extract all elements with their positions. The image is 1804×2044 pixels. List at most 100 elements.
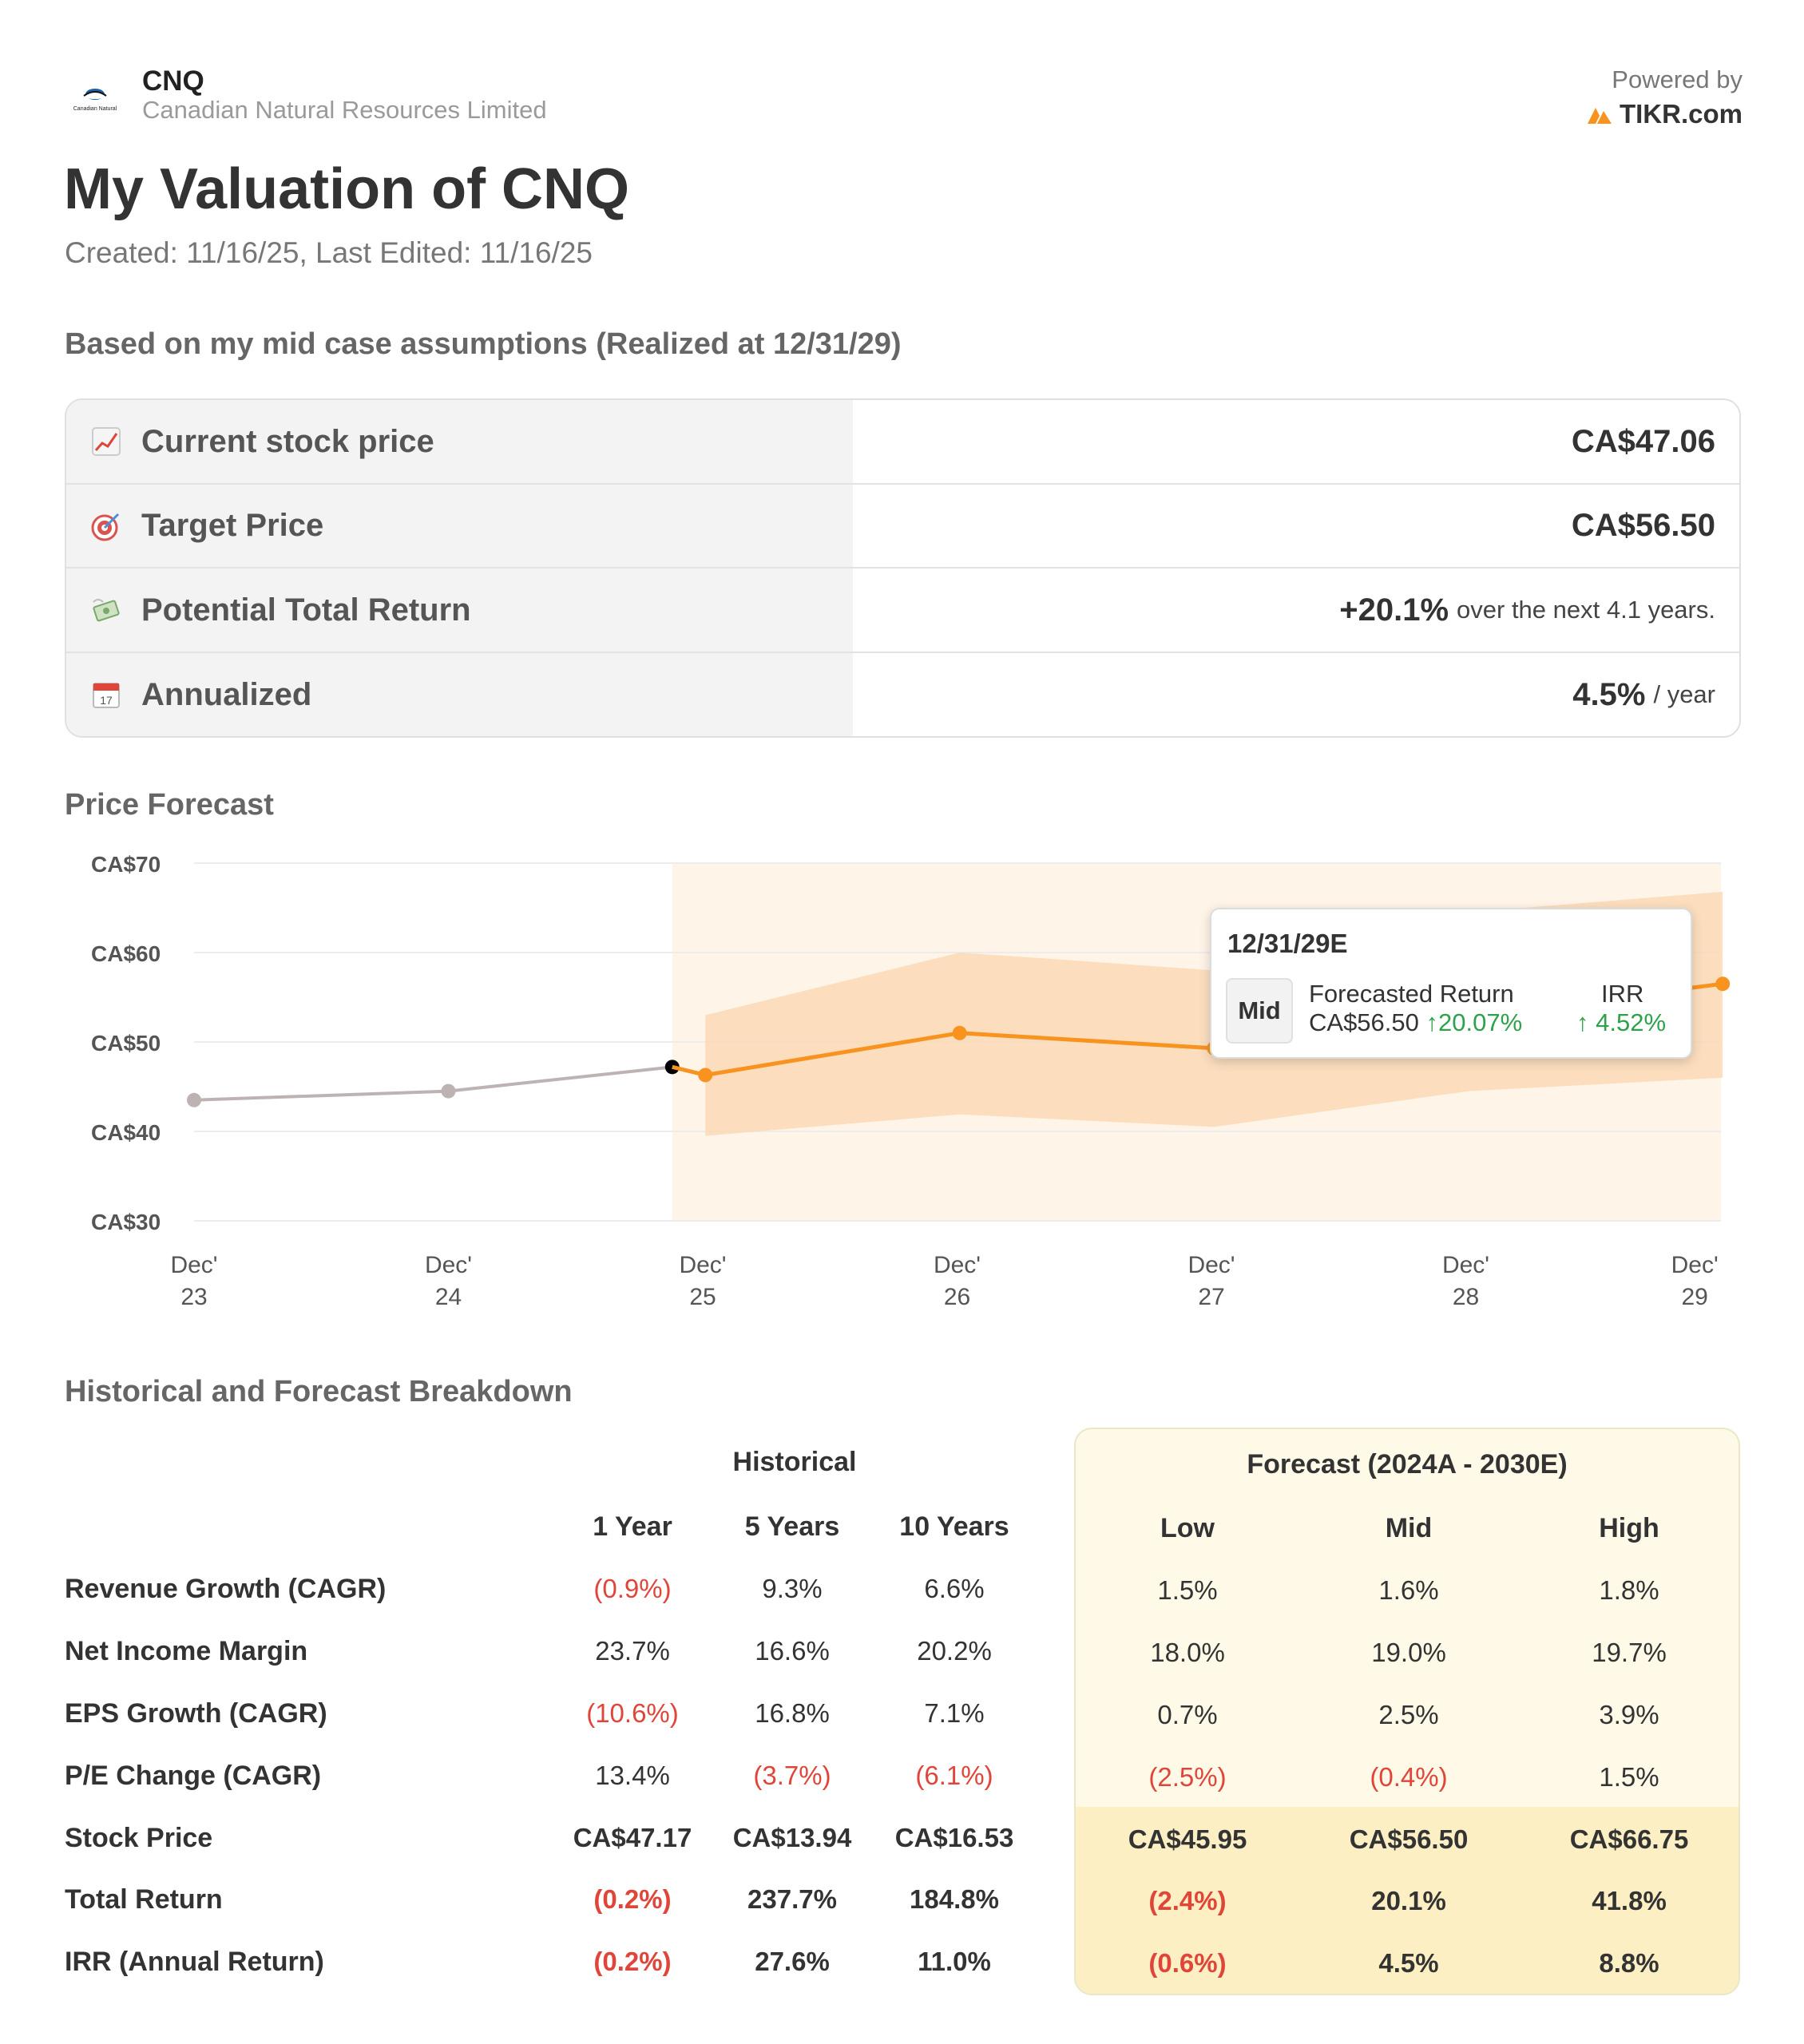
tikr-brand[interactable]: TIKR.com [1586, 99, 1743, 129]
table-cell: 27.6% [755, 1947, 830, 1976]
tooltip-return: 20.07% [1438, 1008, 1523, 1036]
y-tick-label: CA$70 [91, 852, 161, 877]
table-cell: CA$47.17 [573, 1823, 692, 1852]
table-cell: 20.2% [917, 1636, 992, 1666]
summary-value: +20.1% [1339, 592, 1449, 628]
powered-by-label: Powered by [1612, 65, 1743, 93]
table-cell: 237.7% [747, 1884, 837, 1914]
table-cell: 184.8% [910, 1884, 999, 1914]
summary-suffix: / year [1653, 680, 1715, 708]
historical-point [187, 1092, 201, 1107]
tikr-brand-label: TIKR.com [1619, 99, 1743, 129]
summary-value: CA$56.50 [1571, 508, 1715, 543]
x-tick-label: 25 [689, 1284, 716, 1310]
created-date: Created: 11/16/25, Last Edited: 11/16/25 [65, 236, 593, 269]
row-label: Total Return [65, 1884, 223, 1915]
table-cell: 23.7% [595, 1636, 670, 1666]
row-label: EPS Growth (CAGR) [65, 1698, 327, 1729]
chart-increasing-icon [92, 427, 121, 456]
summary-label: Target Price [141, 508, 324, 543]
table-cell: (6.1%) [915, 1761, 993, 1790]
row-label: Revenue Growth (CAGR) [65, 1574, 387, 1604]
price-forecast-heading: Price Forecast [65, 788, 274, 822]
forecast-panel [1074, 1428, 1740, 1995]
column-header: 10 Years [899, 1511, 1009, 1542]
target-icon [91, 513, 120, 541]
x-tick-label: Dec' [679, 1252, 726, 1278]
y-tick-label: CA$60 [91, 941, 161, 966]
mid_forecast-point [1715, 976, 1731, 992]
tooltip-price: CA$56.50 [1309, 1008, 1419, 1036]
header: Canadian Natural CNQ Canadian Natural Re… [65, 65, 1743, 137]
company-logo: Canadian Natural [73, 89, 117, 112]
summary-label: Annualized [141, 676, 312, 712]
summary-label: Current stock price [141, 423, 434, 459]
table-cell: 6.6% [924, 1574, 985, 1603]
table-cell: CA$16.53 [894, 1823, 1014, 1852]
x-tick-label: 26 [944, 1284, 970, 1310]
powered-by[interactable]: Powered by TIKR.com [1586, 65, 1743, 129]
logo-text: Canadian Natural [73, 106, 117, 112]
table-cell: (0.2%) [593, 1947, 672, 1976]
column-header: 1 Year [593, 1511, 672, 1542]
svg-text:17: 17 [100, 694, 113, 707]
mid_forecast-point [952, 1025, 967, 1040]
row-label: Net Income Margin [65, 1636, 308, 1666]
historical-line [193, 1065, 672, 1102]
table-cell: 16.8% [755, 1698, 830, 1728]
x-tick-label: Dec' [1442, 1252, 1489, 1278]
chart-tooltip: 12/31/29E Mid Forecasted Return CA$56.50… [1210, 908, 1692, 1059]
table-cell: (10.6%) [586, 1698, 679, 1728]
mid_forecast-point [698, 1068, 713, 1083]
table-cell: (3.7%) [753, 1761, 831, 1790]
up-arrow-icon: ↑ [1425, 1008, 1439, 1036]
table-cell: (0.9%) [593, 1574, 672, 1603]
tooltip-irr-value: 4.52% [1596, 1008, 1667, 1036]
x-tick-label: Dec' [1671, 1252, 1719, 1278]
calendar-icon: 17 [93, 683, 120, 708]
summary-row-total-return: Potential Total Return +20.1% over the n… [66, 568, 1739, 652]
tooltip-date: 12/31/29E [1227, 929, 1348, 958]
page-title: My Valuation of CNQ [64, 157, 630, 221]
money-flying-icon [93, 599, 120, 622]
ticker-symbol: CNQ [142, 65, 204, 97]
x-tick-label: 28 [1453, 1284, 1479, 1310]
table-cell: CA$13.94 [732, 1823, 852, 1852]
x-tick-label: 29 [1681, 1284, 1707, 1310]
x-tick-label: 24 [435, 1284, 462, 1310]
assumptions-heading: Based on my mid case assumptions (Realiz… [65, 327, 902, 361]
summary-row-target-price: Target Price CA$56.50 [66, 485, 1739, 567]
up-arrow-icon: ↑ [1576, 1008, 1589, 1036]
table-cell: 11.0% [918, 1947, 991, 1976]
summary-row-current-price: Current stock price CA$47.06 [66, 400, 1739, 483]
breakdown-heading: Historical and Forecast Breakdown [65, 1375, 573, 1408]
x-tick-label: 27 [1198, 1284, 1224, 1310]
historical-point [441, 1083, 456, 1099]
x-tick-label: Dec' [934, 1252, 981, 1278]
summary-suffix: over the next 4.1 years. [1457, 596, 1715, 624]
x-tick-label: Dec' [170, 1252, 217, 1278]
tooltip-scenario-badge: Mid [1226, 978, 1293, 1044]
summary-value: CA$47.06 [1571, 423, 1715, 459]
row-label: IRR (Annual Return) [65, 1947, 324, 1977]
tooltip-return-line: CA$56.50 ↑20.07% [1309, 1008, 1522, 1037]
tikr-logo-icon [1587, 108, 1612, 124]
forecast-highlight [1076, 1807, 1739, 1994]
x-tick-label: Dec' [1187, 1252, 1235, 1278]
row-label: Stock Price [65, 1823, 213, 1853]
tooltip-irr: ↑ 4.52% [1576, 1008, 1666, 1037]
summary-table: Current stock price CA$47.06 Target Pric… [65, 398, 1741, 738]
table-cell: 16.6% [755, 1636, 830, 1666]
x-tick-label: Dec' [425, 1252, 472, 1278]
summary-label: Potential Total Return [141, 592, 471, 628]
column-header: 5 Years [744, 1511, 840, 1542]
table-cell: 7.1% [924, 1698, 985, 1728]
y-tick-label: CA$40 [91, 1120, 161, 1145]
x-tick-label: 23 [180, 1284, 207, 1310]
table-cell: 9.3% [762, 1574, 823, 1603]
y-tick-label: CA$30 [91, 1210, 161, 1234]
row-label: P/E Change (CAGR) [65, 1761, 322, 1791]
company-name: Canadian Natural Resources Limited [142, 96, 547, 124]
tooltip-irr-label: IRR [1601, 980, 1644, 1008]
summary-value: 4.5% [1572, 676, 1646, 712]
